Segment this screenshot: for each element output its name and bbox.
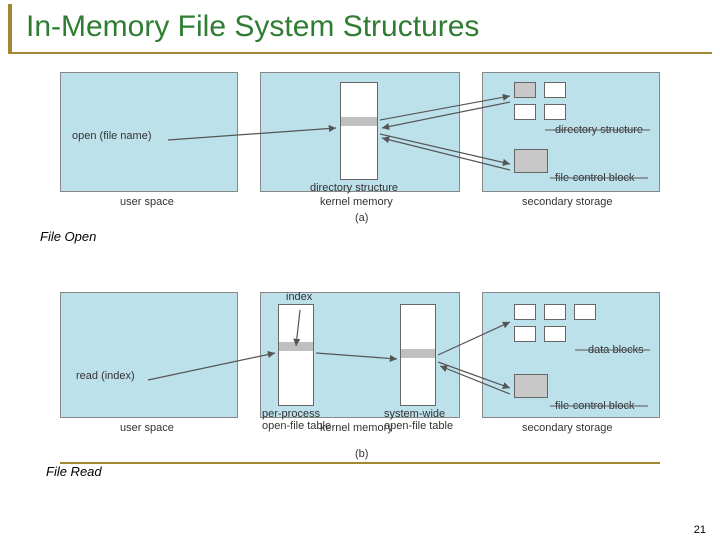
label-a-dirstruct-storage: directory structure (555, 124, 643, 136)
block-b-d4 (514, 326, 536, 342)
label-a-dirstruct-kernel: directory structure (310, 182, 398, 194)
caption-a: File Open (40, 229, 96, 244)
sub-a: (a) (355, 212, 368, 224)
stripe-b-pp (279, 342, 313, 351)
page-number: 21 (694, 524, 706, 536)
panel-b-user (60, 292, 238, 418)
label-b-datablocks: data blocks (588, 344, 644, 356)
block-b-d3 (574, 304, 596, 320)
sub-b: (b) (355, 448, 368, 460)
label-a-storage: secondary storage (522, 196, 613, 208)
footer-rule (60, 462, 660, 464)
label-open-call: open (file name) (72, 130, 152, 142)
diagram-area: user space kernel memory secondary stora… (0, 54, 720, 534)
block-a-s1 (514, 82, 536, 98)
block-a-s3 (514, 104, 536, 120)
block-b-d2 (544, 304, 566, 320)
label-b-systemwide: system-wide open-file table (384, 408, 453, 432)
block-b-d5 (544, 326, 566, 342)
block-b-d1 (514, 304, 536, 320)
box-a-dirstruct-kernel (340, 82, 378, 180)
label-b-fcb: file-control block (555, 400, 634, 412)
label-b-index: index (286, 291, 312, 303)
stripe-b-sw (401, 349, 435, 358)
block-a-s2 (544, 82, 566, 98)
label-b-storage: secondary storage (522, 422, 613, 434)
caption-b: File Read (46, 464, 102, 479)
label-a-kernel: kernel memory (320, 196, 393, 208)
title-bar: In-Memory File System Structures (8, 4, 712, 54)
block-a-s4 (544, 104, 566, 120)
block-b-fcb (514, 374, 548, 398)
stripe-a-kernel (341, 117, 377, 126)
label-read-call: read (index) (76, 370, 135, 382)
label-b-perprocess: per-process open-file table (262, 408, 331, 432)
box-b-perprocess (278, 304, 314, 406)
slide-title: In-Memory File System Structures (26, 10, 712, 44)
block-a-fcb (514, 149, 548, 173)
label-a-user: user space (120, 196, 174, 208)
label-a-fcb: file-control block (555, 172, 634, 184)
label-b-user: user space (120, 422, 174, 434)
